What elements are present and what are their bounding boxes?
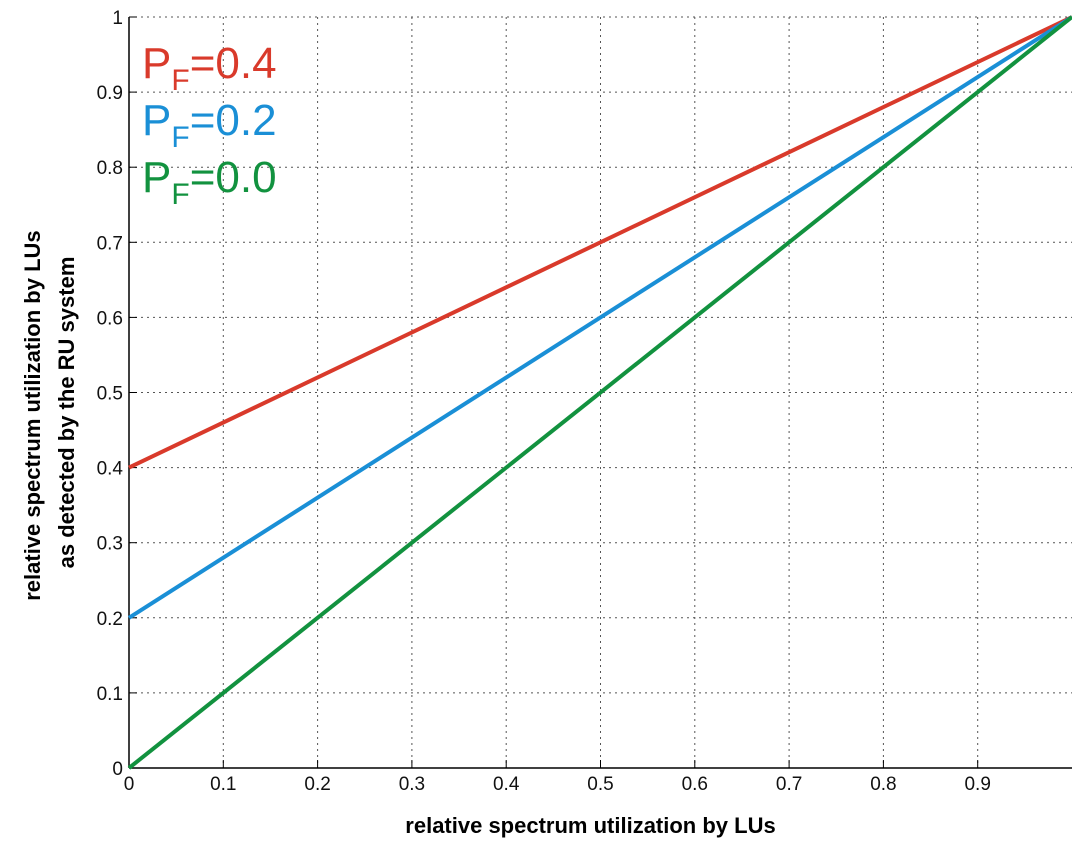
y-tick-label: 0.3	[97, 534, 123, 555]
x-tick-label: 0.1	[210, 774, 236, 795]
y-tick-label: 0.2	[97, 609, 123, 630]
series-line-0	[128, 15, 1072, 470]
y-tick-label: 0.4	[97, 459, 124, 480]
series-line-1	[127, 15, 1072, 620]
y-tick-label: 0.9	[97, 83, 123, 104]
legend: PF=0.4PF=0.2PF=0.0	[142, 39, 277, 211]
y-axis-label: relative spectrum utilization by LUs as …	[20, 224, 79, 601]
x-tick-label: 0.4	[493, 774, 520, 795]
x-axis-label: relative spectrum utilization by LUs	[405, 813, 775, 838]
y-tick-label: 1	[112, 8, 123, 29]
y-tick-label: 0.5	[97, 384, 123, 405]
x-tick-label: 0.5	[587, 774, 613, 795]
y-axis-label-line-2: as detected by the RU system	[54, 257, 79, 569]
x-tick-label: 0.7	[776, 774, 802, 795]
x-tick-label: 0.2	[304, 774, 330, 795]
series-lines	[127, 15, 1072, 770]
y-axis-label-line-1: relative spectrum utilization by LUs	[20, 230, 45, 600]
y-tick-label: 0.7	[97, 233, 123, 254]
legend-entry-0: PF=0.4	[142, 39, 277, 97]
legend-entry-1: PF=0.2	[142, 96, 277, 154]
x-tick-label: 0	[124, 774, 135, 795]
x-tick-label: 0.9	[964, 774, 990, 795]
legend-entry-2: PF=0.0	[142, 153, 277, 211]
y-tick-label: 0.1	[97, 684, 123, 705]
y-tick-label: 0.8	[97, 158, 123, 179]
y-tick-label: 0.6	[97, 308, 123, 329]
x-tick-label: 0.6	[682, 774, 708, 795]
x-tick-label: 0.8	[870, 774, 896, 795]
tick-labels: 0 0.1 0.2 0.3 0.4 0.5 0.6 0.7 0.8 0.9 0 0.1 0.2 0.3 0.…	[97, 8, 991, 795]
x-tick-label: 0.3	[399, 774, 425, 795]
series-line-2	[127, 15, 1072, 770]
y-tick-label: 0	[112, 759, 123, 780]
